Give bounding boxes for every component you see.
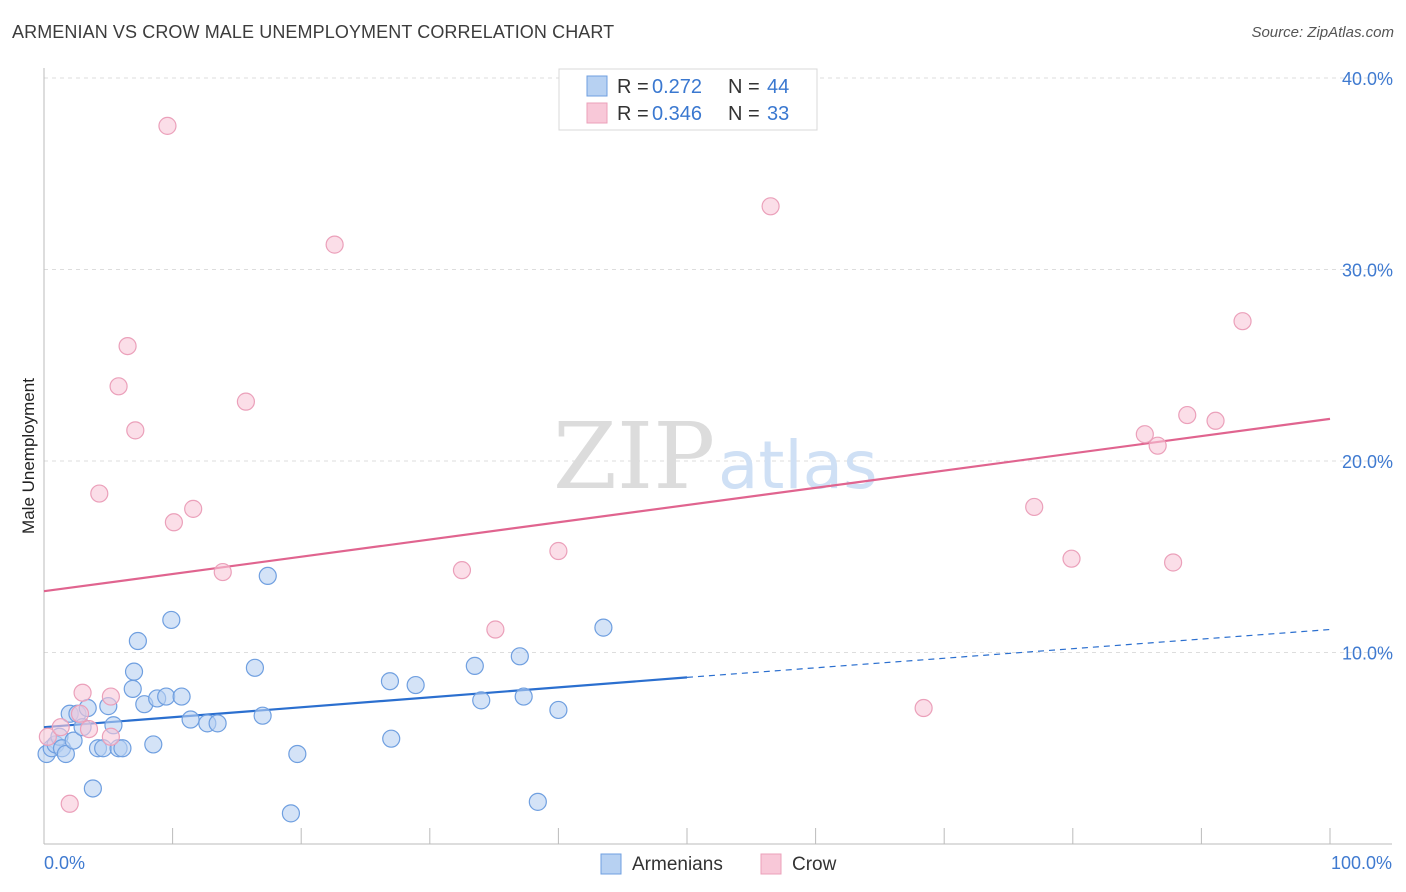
legend-swatch-crow <box>586 102 608 124</box>
trendline-armenians-extension <box>686 628 1331 678</box>
crow-point-10 <box>118 337 137 356</box>
trendlines <box>43 417 1331 729</box>
crow-point-26 <box>1148 436 1167 455</box>
y-tick-label-20: 20.0% <box>1342 452 1393 472</box>
armenians-point-42 <box>528 792 547 811</box>
chart-title: ARMENIAN VS CROW MALE UNEMPLOYMENT CORRE… <box>12 22 615 42</box>
legend-n-value-armenians: 44 <box>767 76 789 98</box>
legend-r-value-crow: 0.346 <box>652 103 702 125</box>
legend-n-value-crow: 33 <box>767 103 789 125</box>
watermark-atlas: atlas <box>718 427 878 504</box>
armenians-point-17 <box>113 739 132 758</box>
armenians-point-19 <box>124 662 144 681</box>
crow-point-29 <box>1206 411 1225 430</box>
armenians-point-29 <box>208 714 227 733</box>
armenians-point-44 <box>594 618 613 637</box>
y-tick-label-10: 10.0% <box>1342 644 1393 664</box>
armenians-point-7 <box>64 731 83 750</box>
crow-point-7 <box>101 687 120 706</box>
armenians-point-41 <box>514 687 533 706</box>
x-axis-ticks <box>172 828 1331 844</box>
crow-point-17 <box>325 235 344 254</box>
crow-point-4 <box>73 683 92 702</box>
source-credit: Source: ZipAtlas.com <box>1251 24 1394 41</box>
armenians-point-11 <box>83 779 102 798</box>
crow-point-16 <box>236 392 256 411</box>
armenians-point-36 <box>382 729 401 748</box>
armenians-point-24 <box>157 687 176 706</box>
crow-point-19 <box>486 620 505 639</box>
crow-point-11 <box>126 421 145 440</box>
armenians-point-43 <box>549 700 568 720</box>
crow-point-20 <box>549 541 568 561</box>
watermark-zip: ZIP <box>553 403 715 510</box>
crow-point-1 <box>51 718 70 737</box>
bottom-legend-label-crow: Crow <box>792 854 837 875</box>
x-tick-label-max: 100.0% <box>1331 853 1392 873</box>
series-armenians <box>37 566 613 823</box>
crow-point-18 <box>452 561 472 580</box>
armenians-point-39 <box>472 691 491 710</box>
crow-point-24 <box>1062 549 1081 568</box>
series-crow <box>38 116 1252 813</box>
legend: R = 0.272 N = 44 R = 0.346 N = 33 <box>558 68 818 131</box>
crow-point-2 <box>60 794 79 813</box>
bottom-legend: Armenians Crow <box>600 853 837 875</box>
armenians-point-25 <box>162 610 181 630</box>
y-tick-label-40: 40.0% <box>1342 69 1393 89</box>
bottom-legend-swatch-armenians <box>600 853 622 875</box>
legend-r-label-armenians: R = <box>617 76 649 98</box>
crow-point-25 <box>1135 425 1154 444</box>
x-tick-label-min: 0.0% <box>44 853 85 873</box>
crow-point-14 <box>184 499 203 518</box>
crow-point-22 <box>914 698 933 718</box>
armenians-point-40 <box>510 647 529 666</box>
armenians-point-32 <box>258 566 277 586</box>
crow-point-15 <box>213 562 232 582</box>
axes <box>43 68 1392 845</box>
armenians-point-31 <box>253 706 272 725</box>
trendline-crow <box>43 417 1331 593</box>
crow-point-9 <box>109 377 128 396</box>
crow-point-6 <box>90 484 109 503</box>
crow-point-13 <box>164 513 183 532</box>
bottom-legend-label-armenians: Armenians <box>632 854 723 875</box>
y-tick-labels: 10.0% 20.0% 30.0% 40.0% <box>1342 69 1393 664</box>
armenians-point-27 <box>181 710 200 729</box>
armenians-point-22 <box>144 735 163 754</box>
armenians-point-20 <box>128 631 147 651</box>
armenians-point-26 <box>172 687 191 706</box>
crow-point-23 <box>1025 497 1044 517</box>
crow-point-30 <box>1233 312 1252 331</box>
armenians-point-30 <box>245 658 265 677</box>
armenians-point-34 <box>288 744 307 764</box>
y-axis-label: Male Unemployment <box>19 378 38 534</box>
legend-n-label-armenians: N = <box>728 76 760 98</box>
crow-point-0 <box>38 727 57 746</box>
crow-point-27 <box>1164 553 1183 572</box>
legend-swatch-armenians <box>586 75 608 97</box>
legend-r-value-armenians: 0.272 <box>652 76 702 98</box>
crow-point-21 <box>761 197 780 216</box>
armenians-point-37 <box>406 675 425 695</box>
trendline-armenians <box>43 676 688 729</box>
gridlines <box>44 77 1392 653</box>
crow-point-28 <box>1178 405 1197 425</box>
armenians-point-33 <box>281 804 301 823</box>
armenians-point-5 <box>56 744 75 764</box>
armenians-point-35 <box>380 672 400 691</box>
crow-point-12 <box>158 116 177 135</box>
crow-point-8 <box>101 727 120 746</box>
y-tick-label-30: 30.0% <box>1342 261 1393 281</box>
watermark: ZIP atlas <box>553 403 878 510</box>
crow-point-5 <box>79 719 99 739</box>
legend-r-label-crow: R = <box>617 103 649 125</box>
crow-point-3 <box>70 704 90 723</box>
bottom-legend-swatch-crow <box>760 853 782 875</box>
armenians-point-18 <box>123 679 142 698</box>
armenians-point-38 <box>465 656 484 676</box>
legend-n-label-crow: N = <box>728 103 760 125</box>
